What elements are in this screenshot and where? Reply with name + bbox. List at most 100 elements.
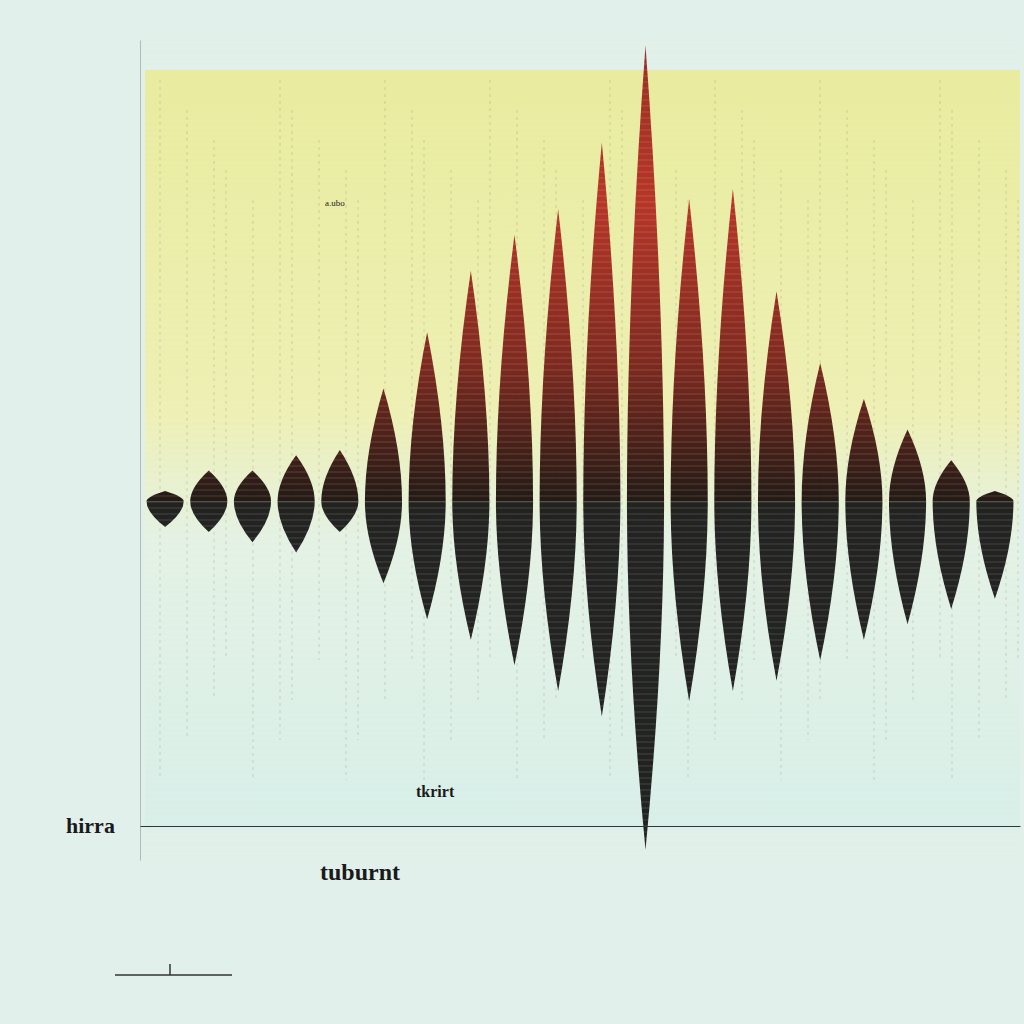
streak	[385, 80, 386, 700]
y-axis-line	[140, 41, 141, 861]
scanline	[140, 615, 1020, 617]
scanline	[140, 645, 1020, 647]
lower-spike	[758, 501, 795, 680]
streak	[412, 110, 413, 660]
scanline	[140, 639, 1020, 641]
scanline	[140, 393, 1020, 395]
scanline	[140, 543, 1020, 545]
scanline	[140, 585, 1020, 587]
lower-spike	[278, 501, 315, 552]
scanline	[140, 237, 1020, 239]
lower-spike	[540, 501, 577, 691]
decor-line	[115, 974, 232, 976]
scanline	[140, 267, 1020, 269]
upper-spike	[540, 209, 577, 501]
scanline	[140, 777, 1020, 779]
streak	[292, 110, 293, 700]
scanline	[140, 501, 1020, 503]
scanline	[140, 279, 1020, 281]
scanline	[140, 297, 1020, 299]
scanline	[140, 573, 1020, 575]
scanline	[140, 453, 1020, 455]
scanline	[140, 387, 1020, 389]
scanline	[140, 555, 1020, 557]
scanline	[140, 111, 1020, 113]
annotation: a.ubo	[325, 198, 345, 208]
scanline	[140, 123, 1020, 125]
scanline	[140, 213, 1020, 215]
scanline	[140, 693, 1020, 695]
scanline	[140, 723, 1020, 725]
scanline	[140, 405, 1020, 407]
scanline	[140, 381, 1020, 383]
scanline	[140, 327, 1020, 329]
scanline	[140, 687, 1020, 689]
upper-spike	[845, 399, 882, 502]
scanline	[140, 603, 1020, 605]
scanline	[140, 231, 1020, 233]
scanline	[140, 177, 1020, 179]
streak	[979, 140, 980, 740]
scanline	[140, 129, 1020, 131]
scanline	[140, 765, 1020, 767]
scanline	[140, 477, 1020, 479]
scanline	[140, 855, 1020, 857]
decor-tick	[169, 964, 171, 975]
scanline	[140, 261, 1020, 263]
scanline	[140, 807, 1020, 809]
upper-spike	[802, 363, 839, 501]
canvas: hirratkrirttuburnta.ubo	[0, 0, 1024, 1024]
scanline	[140, 207, 1020, 209]
scanline	[140, 633, 1020, 635]
scanline	[140, 459, 1020, 461]
scanline	[140, 729, 1020, 731]
scanline	[140, 627, 1020, 629]
scanline	[140, 513, 1020, 515]
scanline	[140, 195, 1020, 197]
scanline	[140, 105, 1020, 107]
scanline	[140, 825, 1020, 827]
scanline	[140, 255, 1020, 257]
scanline	[140, 525, 1020, 527]
scanline	[140, 315, 1020, 317]
scanline	[140, 411, 1020, 413]
x-axis-line	[141, 826, 1021, 827]
scanline	[140, 837, 1020, 839]
scanline	[140, 783, 1020, 785]
scanline	[140, 357, 1020, 359]
scanline	[140, 657, 1020, 659]
streak	[358, 200, 359, 740]
y-axis	[140, 41, 141, 861]
scanline	[140, 579, 1020, 581]
scanline	[140, 681, 1020, 683]
scanline	[140, 531, 1020, 533]
scanline	[140, 735, 1020, 737]
streak	[847, 110, 848, 660]
lower-spike	[714, 501, 751, 691]
scanline	[140, 219, 1020, 221]
marks	[140, 40, 1020, 856]
scanline	[140, 849, 1020, 851]
scanline	[140, 93, 1020, 95]
scanline	[140, 801, 1020, 803]
scanline	[140, 489, 1020, 491]
scanline	[140, 483, 1020, 485]
scanline	[140, 81, 1020, 83]
scanline	[140, 69, 1020, 71]
scanline	[140, 465, 1020, 467]
scanline	[140, 159, 1020, 161]
scanline	[140, 441, 1020, 443]
scanline	[140, 495, 1020, 497]
scanline	[140, 747, 1020, 749]
scanline	[140, 57, 1020, 59]
scanline	[140, 309, 1020, 311]
annotation: hirra	[66, 813, 115, 838]
upper-spike	[627, 45, 664, 501]
scanline	[140, 375, 1020, 377]
scanline	[140, 99, 1020, 101]
scanline	[140, 759, 1020, 761]
scanline	[140, 363, 1020, 365]
lower-spike	[409, 501, 446, 619]
lower-spike	[190, 501, 227, 532]
scanline	[140, 447, 1020, 449]
